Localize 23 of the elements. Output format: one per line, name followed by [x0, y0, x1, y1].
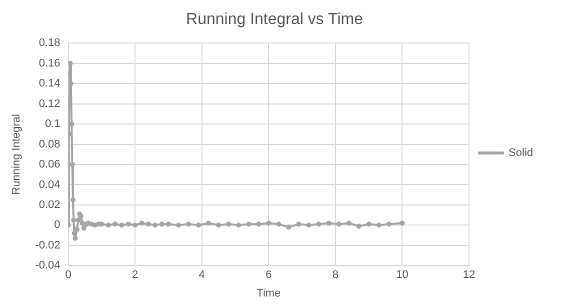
- y-tick-label: -0.02: [35, 239, 60, 252]
- legend-label: Solid: [508, 147, 534, 160]
- x-tick-label: 4: [198, 269, 205, 282]
- x-tick-label: 0: [65, 269, 72, 282]
- x-tick-label: 6: [266, 269, 272, 282]
- y-tick-label: 0.18: [38, 37, 60, 50]
- y-tick-label: 0.02: [38, 198, 60, 211]
- y-tick-label: 0.12: [38, 98, 60, 110]
- y-tick-label: 0: [54, 219, 60, 232]
- y-tick-label: 0.04: [38, 178, 60, 191]
- x-axis-title: Time: [256, 287, 281, 300]
- y-axis-title: Running Integral: [10, 114, 23, 195]
- y-tick-label: 0.1: [44, 118, 60, 130]
- y-tick-label: -0.04: [35, 260, 60, 272]
- x-tick-label: 2: [132, 269, 138, 282]
- x-tick-label: 12: [462, 269, 476, 282]
- y-tick-label: 0.08: [38, 138, 60, 150]
- y-tick-label: 0.16: [38, 57, 60, 70]
- chart-title: Running Integral vs Time: [186, 11, 364, 28]
- x-tick-label: 8: [332, 269, 339, 282]
- x-tick-label: 10: [396, 269, 408, 282]
- y-tick-label: 0.06: [38, 158, 60, 171]
- y-tick-label: 0.14: [38, 78, 60, 90]
